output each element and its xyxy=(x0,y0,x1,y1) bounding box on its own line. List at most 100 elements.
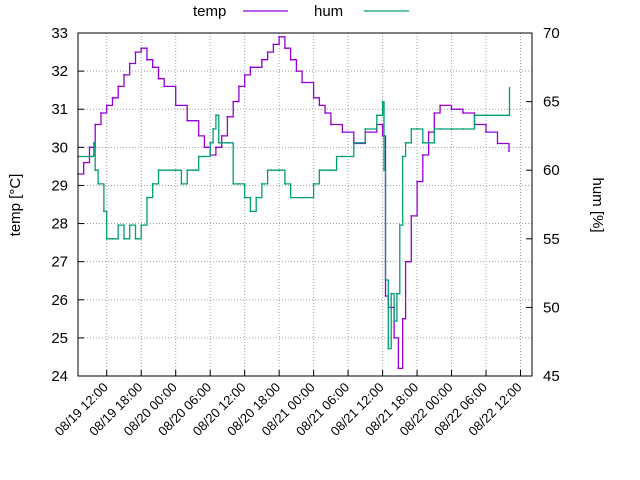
hum-point xyxy=(312,183,315,185)
y2-tick-label: 55 xyxy=(543,231,560,248)
legend-label-temp: temp xyxy=(193,3,226,20)
hum-point xyxy=(381,100,384,103)
hum-point xyxy=(226,141,229,144)
hum-point xyxy=(215,114,217,117)
temp-point xyxy=(295,70,298,72)
temp-point xyxy=(146,58,148,61)
temp-point xyxy=(401,317,404,320)
temp-point xyxy=(243,74,246,76)
temp-point xyxy=(203,146,206,149)
hum-point xyxy=(390,292,393,295)
temp-point xyxy=(433,112,436,114)
hum-point xyxy=(140,224,143,227)
y2-axis-title: hum [%] xyxy=(589,177,606,232)
grid-layer xyxy=(78,33,532,376)
hum-point xyxy=(427,141,430,144)
temp-point xyxy=(249,66,252,69)
temp-point xyxy=(421,154,424,156)
hum-point xyxy=(289,196,292,199)
temp-point xyxy=(427,131,430,134)
hum-point xyxy=(401,155,404,158)
temp-point xyxy=(439,104,441,107)
y-tick-label: 30 xyxy=(51,139,68,156)
hum-point xyxy=(209,141,212,144)
hum-point xyxy=(421,141,424,144)
temp-point xyxy=(140,47,143,50)
temp-point xyxy=(174,104,177,107)
hum-point xyxy=(92,141,95,144)
y2-tick-label: 60 xyxy=(543,162,560,179)
series-layer xyxy=(77,35,511,370)
hum-point xyxy=(352,141,355,144)
hum-point xyxy=(243,196,246,199)
hum-point xyxy=(416,128,418,130)
temp-point xyxy=(232,100,235,103)
hum-point xyxy=(387,347,390,350)
hum-point xyxy=(384,279,387,281)
temp-point xyxy=(261,58,263,61)
temp-point xyxy=(462,112,464,114)
legend: temp hum xyxy=(193,3,409,20)
hum-point xyxy=(157,169,160,172)
hum-point xyxy=(330,169,332,172)
y-tick-label: 33 xyxy=(51,25,68,42)
y-tick-label: 29 xyxy=(51,177,68,194)
temp-point xyxy=(88,146,91,149)
temp-point xyxy=(324,112,326,114)
y2-tick-label: 70 xyxy=(543,25,560,42)
temp-point xyxy=(508,150,510,153)
hum-point xyxy=(103,210,105,213)
hum-point xyxy=(97,183,99,185)
temp-point xyxy=(238,85,240,88)
hum-point xyxy=(232,183,235,185)
temp-point xyxy=(278,35,280,38)
hum-point xyxy=(123,237,125,240)
hum-point xyxy=(117,224,120,227)
y-tick-label: 25 xyxy=(51,330,68,347)
temp-point xyxy=(318,104,321,107)
temp-point xyxy=(450,108,453,111)
y-tick-label: 27 xyxy=(51,254,68,271)
temp-point xyxy=(416,180,418,183)
temp-point xyxy=(410,215,413,217)
temp-point xyxy=(485,131,487,134)
temp-point xyxy=(266,51,269,53)
temp-point xyxy=(384,295,387,297)
y-tick-label: 24 xyxy=(51,368,68,385)
temp-point xyxy=(134,51,137,53)
hum-point xyxy=(396,292,398,295)
hum-point xyxy=(398,224,401,227)
hum-point xyxy=(255,196,258,199)
hum-point xyxy=(134,237,137,240)
temp-point xyxy=(341,131,344,134)
hum-point xyxy=(180,183,183,185)
temp-series-line xyxy=(78,36,510,370)
hum-point xyxy=(433,128,436,130)
hum-point xyxy=(266,169,269,172)
hum-point xyxy=(238,183,240,185)
hum-point xyxy=(462,128,464,130)
hum-point xyxy=(111,237,114,240)
y2-tick-label: 65 xyxy=(543,94,560,111)
hum-point xyxy=(335,155,338,158)
temp-point xyxy=(272,43,275,46)
hum-point xyxy=(278,169,280,172)
hum-point xyxy=(410,128,413,130)
y-tick-label: 26 xyxy=(51,292,68,309)
hum-series-line xyxy=(78,87,511,350)
temp-point xyxy=(128,62,131,65)
y-tick-label: 28 xyxy=(51,216,68,233)
temp-point xyxy=(105,104,108,107)
temp-point xyxy=(157,77,160,80)
temp-point xyxy=(163,85,166,88)
hum-point xyxy=(450,128,453,130)
hum-point xyxy=(94,169,97,172)
temp-point xyxy=(301,81,303,84)
hum-point xyxy=(192,169,194,172)
temp-point xyxy=(284,47,286,50)
temp-point xyxy=(215,146,217,149)
hum-point xyxy=(146,196,148,199)
temp-point xyxy=(100,112,102,114)
